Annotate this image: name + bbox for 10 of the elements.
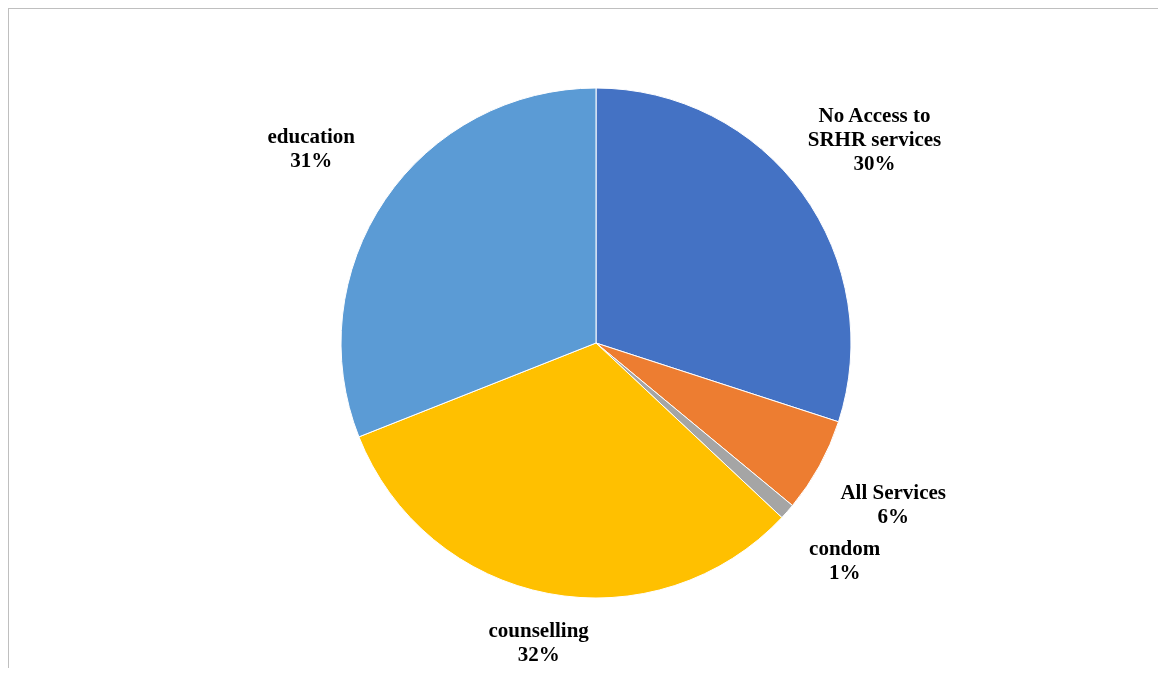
- slice-label: All Services: [840, 480, 946, 505]
- data-label: 32%: [517, 641, 560, 666]
- data-label: 31%: [290, 147, 333, 172]
- slice-label: No Access to SRHR services: [807, 102, 942, 151]
- data-label: 1%: [828, 560, 861, 585]
- slice-label: condom: [809, 536, 881, 561]
- slice-label: counselling: [488, 617, 590, 642]
- slice-label: education: [267, 123, 356, 148]
- data-label: 6%: [877, 504, 909, 529]
- data-label: 30%: [853, 150, 896, 175]
